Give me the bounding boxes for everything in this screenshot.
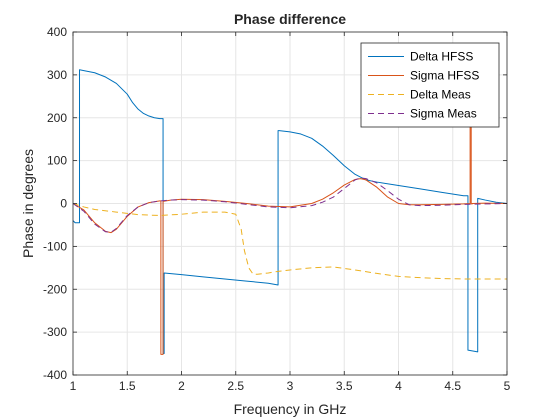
series-line-sigma-hfss <box>72 87 508 355</box>
x-tick-label: 1.5 <box>119 379 136 393</box>
y-tick-label: -400 <box>43 368 67 382</box>
x-axis-label: Frequency in GHz <box>234 401 347 417</box>
x-tick-label: 2 <box>178 379 185 393</box>
x-tick-label: 3.5 <box>336 379 353 393</box>
y-tick-label: 100 <box>47 154 67 168</box>
chart-title: Phase difference <box>234 11 346 27</box>
legend-entry-label: Delta Meas <box>410 88 471 102</box>
y-tick-label: 400 <box>47 25 67 39</box>
y-tick-label: -100 <box>43 239 67 253</box>
y-tick-label: 0 <box>60 197 67 211</box>
x-tick-label: 3 <box>287 379 294 393</box>
y-axis-label: Phase in degrees <box>20 149 36 258</box>
legend-entry-label: Delta HFSS <box>410 50 473 64</box>
series-layer <box>72 69 508 355</box>
y-tick-label: -200 <box>43 282 67 296</box>
x-tick-label: 5 <box>504 379 511 393</box>
y-tick-label: -300 <box>43 325 67 339</box>
legend-entry-label: Sigma Meas <box>410 107 477 121</box>
series-line-sigma-meas <box>72 177 508 233</box>
x-tick-label: 2.5 <box>227 379 244 393</box>
series-line-delta-hfss <box>72 69 508 355</box>
legend: Delta HFSS Sigma HFSS Delta Meas Sigma Meas <box>360 42 500 128</box>
y-tick-label: 300 <box>47 68 67 82</box>
series-line-delta-meas <box>72 203 507 280</box>
y-tick-label: 200 <box>47 111 67 125</box>
x-tick-label: 4.5 <box>444 379 461 393</box>
x-tick-label: 4 <box>395 379 402 393</box>
x-tick-label: 1 <box>70 379 77 393</box>
legend-entry-label: Sigma HFSS <box>410 69 479 83</box>
tick-layer: 1 1.5 2 2.5 3 3.5 4 4.5 5 -400 -300 -200 -100 0 100 200… <box>43 25 511 393</box>
